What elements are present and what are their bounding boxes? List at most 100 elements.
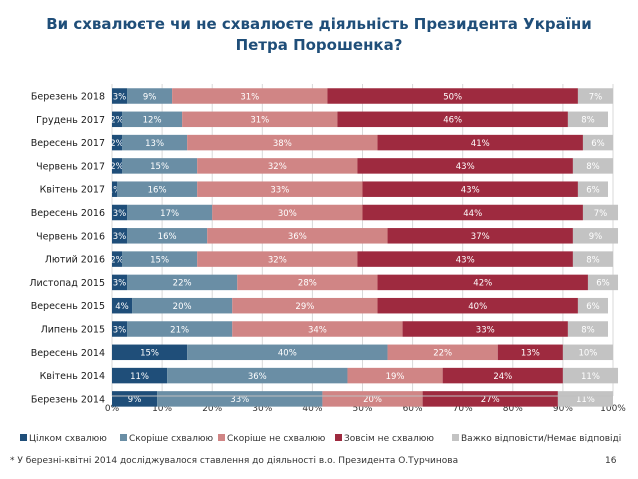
bar-segment xyxy=(112,274,128,291)
x-tick-label: 0% xyxy=(105,404,120,414)
data-label: 6% xyxy=(586,186,600,196)
data-label: 6% xyxy=(586,302,600,312)
category-label: Червень 2016 xyxy=(36,231,105,242)
bar-segment xyxy=(322,391,423,407)
data-label: 31% xyxy=(240,92,259,102)
bar-segment xyxy=(357,158,573,174)
bar-segment xyxy=(197,158,358,174)
data-label: 15% xyxy=(140,349,159,359)
bar-segment xyxy=(577,88,613,104)
data-label: 32% xyxy=(268,255,287,265)
bar-segment xyxy=(182,111,338,128)
x-tick-label: 20% xyxy=(202,404,222,414)
x-tick-label: 90% xyxy=(553,404,573,414)
data-label: 13% xyxy=(145,139,164,149)
data-label: 9% xyxy=(128,395,142,405)
data-label: 9% xyxy=(589,232,603,242)
bar-segment xyxy=(422,391,558,407)
bar-segment xyxy=(567,111,608,128)
bar-segment xyxy=(377,134,583,151)
bar-segment xyxy=(207,228,388,244)
data-label: 13% xyxy=(521,349,540,359)
data-label: 24% xyxy=(493,372,512,382)
legend-item: Скоріше схвалюю xyxy=(120,434,213,444)
bar-segment xyxy=(387,228,573,244)
data-label: 33% xyxy=(270,186,289,196)
data-label: 8% xyxy=(586,162,600,172)
legend-label: Скоріше не схвалюю xyxy=(227,434,326,444)
category-label: Вересень 2014 xyxy=(31,348,105,359)
bar-segment xyxy=(577,181,608,197)
data-label: 3% xyxy=(113,279,127,289)
category-label: Квітень 2014 xyxy=(40,371,105,382)
category-label: Червень 2017 xyxy=(36,161,105,172)
bar-segment xyxy=(122,251,198,267)
bar-segment xyxy=(157,391,323,407)
bar-segment xyxy=(357,251,573,267)
category-label: Листопад 2015 xyxy=(29,278,105,289)
data-label: 9% xyxy=(143,92,157,102)
bar-segment xyxy=(112,158,123,174)
bar-segment xyxy=(387,344,498,361)
legend-label: Зовсім не схвалюю xyxy=(344,434,434,444)
data-label: 3% xyxy=(113,209,127,219)
data-label: 40% xyxy=(468,302,487,312)
x-tick-label: 100% xyxy=(600,404,626,414)
data-label: 15% xyxy=(150,255,169,265)
data-label: 8% xyxy=(586,255,600,265)
data-label: 11% xyxy=(130,372,149,382)
data-label: 31% xyxy=(250,116,269,126)
legend-swatch xyxy=(452,434,459,441)
bar-segment xyxy=(337,111,568,128)
legend-swatch xyxy=(218,434,225,441)
x-tick-label: 10% xyxy=(152,404,172,414)
bar-segment xyxy=(112,297,133,314)
bar-segment xyxy=(122,158,198,174)
bar-segment xyxy=(442,367,563,384)
data-label: 37% xyxy=(471,232,490,242)
bar-segment xyxy=(112,391,158,407)
data-label: 15% xyxy=(150,162,169,172)
category-label: Вересень 2017 xyxy=(31,138,105,149)
bar-segment xyxy=(497,344,563,361)
bar-segment xyxy=(237,274,378,291)
category-label: Березень 2014 xyxy=(31,394,105,405)
data-label: 2% xyxy=(110,162,124,172)
data-label: 34% xyxy=(308,325,327,335)
data-label: 33% xyxy=(230,395,249,405)
category-label: Грудень 2017 xyxy=(36,115,105,126)
bar-segment xyxy=(112,111,123,128)
bar-segment xyxy=(582,204,619,221)
data-label: 20% xyxy=(363,395,382,405)
bar-segment xyxy=(167,367,348,384)
legend-item: Важко відповісти/Немає відповіді xyxy=(452,434,621,444)
data-label: 2% xyxy=(110,139,124,149)
data-label: 7% xyxy=(589,92,603,102)
bar-segment xyxy=(127,274,238,291)
bar-segment xyxy=(562,367,619,384)
category-label: Вересень 2015 xyxy=(31,301,105,312)
bar-segment xyxy=(127,204,213,221)
bar-segment xyxy=(127,88,173,104)
bar-segment xyxy=(232,321,403,337)
bar-segment xyxy=(117,181,198,197)
legend-label: Цілком схвалюю xyxy=(29,434,107,444)
bar-segment xyxy=(362,204,583,221)
x-tick-label: 80% xyxy=(503,404,523,414)
bar-segment xyxy=(122,111,183,128)
data-label: 46% xyxy=(443,116,462,126)
category-label: Лютий 2016 xyxy=(45,255,105,266)
data-label: 43% xyxy=(461,186,480,196)
bar-segment xyxy=(112,321,128,337)
bar-segment xyxy=(187,134,378,151)
bar-segment xyxy=(232,297,378,314)
data-label: 10% xyxy=(578,349,597,359)
bar-segment xyxy=(127,228,208,244)
bar-segment xyxy=(127,321,233,337)
chart-title-line-2: Петра Порошенка? xyxy=(235,36,403,54)
legend-label: Важко відповісти/Немає відповіді xyxy=(461,434,622,444)
data-label: 7% xyxy=(594,209,608,219)
data-label: 38% xyxy=(273,139,292,149)
bar-segment xyxy=(572,158,613,174)
